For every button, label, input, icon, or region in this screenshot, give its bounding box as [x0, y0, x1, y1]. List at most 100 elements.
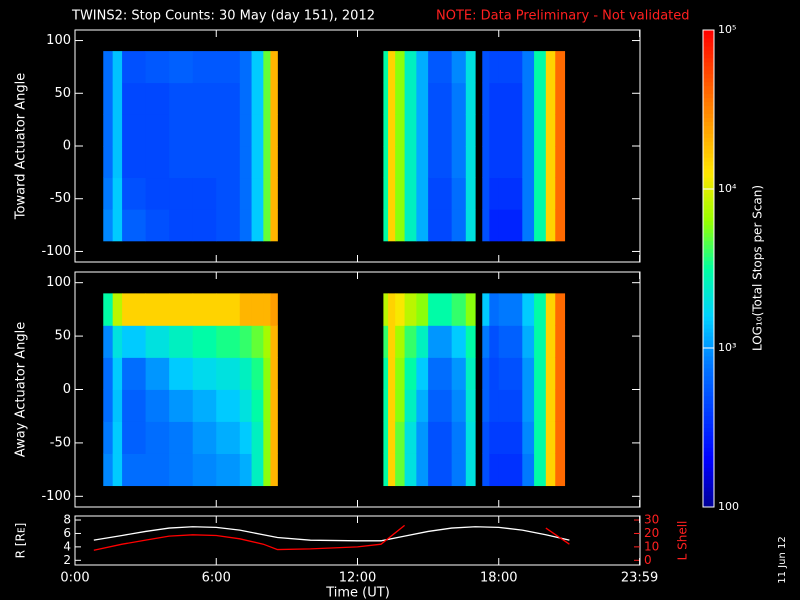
heatmap-cell — [428, 82, 453, 115]
heatmap-cell — [534, 51, 547, 84]
heatmap-cell — [451, 177, 467, 210]
colorbar-swatch — [703, 467, 714, 472]
colorbar-swatch — [703, 359, 714, 365]
y-tick-label: 100 — [46, 275, 71, 290]
heatmap-cell — [555, 453, 566, 487]
heatmap-cell — [395, 114, 405, 147]
heatmap-cell — [270, 209, 278, 242]
heatmap-cell — [383, 453, 389, 487]
heatmap-cell — [451, 293, 467, 326]
colorbar-swatch — [703, 340, 714, 345]
heatmap-cell — [395, 389, 405, 422]
colorbar-swatch — [703, 121, 714, 126]
heatmap-cell — [270, 51, 278, 84]
heatmap-cell — [555, 146, 566, 179]
heatmap-cell — [270, 453, 278, 487]
heatmap-cell — [112, 389, 123, 422]
heatmap-cell — [270, 293, 278, 326]
heatmap-cell — [534, 389, 547, 422]
heatmap-cell — [263, 177, 271, 210]
colorbar-swatch — [703, 169, 714, 174]
colorbar-swatch — [703, 113, 714, 118]
colorbar-swatch — [703, 292, 714, 297]
heatmap-cell — [555, 325, 566, 358]
heatmap-cell — [534, 293, 547, 326]
heatmap-cell — [122, 177, 147, 210]
colorbar-swatch — [703, 125, 714, 130]
heatmap-cell — [145, 293, 170, 326]
heatmap-cell — [465, 146, 476, 179]
heatmap-cell — [395, 421, 405, 454]
heatmap-cell — [169, 114, 194, 147]
colorbar-swatch — [703, 248, 714, 254]
y-tick-label: 2 — [63, 553, 71, 567]
heatmap-cell — [451, 146, 467, 179]
heatmap-cell — [404, 453, 417, 487]
colorbar-swatch — [703, 463, 714, 468]
heatmap-cell — [404, 209, 417, 242]
colorbar-swatch — [703, 459, 714, 464]
heatmap-cell — [112, 357, 123, 390]
heatmap-cell — [383, 293, 389, 326]
heatmap-cell — [416, 114, 429, 147]
colorbar-swatch — [703, 65, 714, 71]
heatmap-cell — [263, 325, 271, 358]
colorbar-swatch — [703, 264, 714, 269]
heatmap-cell — [489, 453, 500, 487]
x-tick-label: 0:00 — [60, 571, 89, 586]
y-tick-label: -100 — [41, 244, 71, 259]
heatmap-cell — [251, 82, 264, 115]
heatmap-cell — [465, 209, 476, 242]
heatmap-cell — [239, 453, 252, 487]
heatmap-cell — [489, 82, 500, 115]
heatmap-cell — [103, 146, 114, 179]
colorbar-swatch — [703, 276, 714, 281]
colorbar-swatch — [703, 212, 714, 218]
heatmap-cell — [451, 453, 467, 487]
heatmap-cell — [383, 389, 389, 422]
heatmap-cell — [482, 51, 490, 84]
colorbar-swatch — [703, 471, 714, 476]
colorbar-swatch — [703, 320, 714, 325]
heatmap-cell — [192, 421, 217, 454]
colorbar-swatch — [703, 49, 714, 55]
y-tick-label: -50 — [50, 435, 71, 450]
heatmap-cell — [270, 325, 278, 358]
heatmap-cell — [395, 146, 405, 179]
heatmap-cell — [522, 389, 535, 422]
heatmap-cell — [103, 389, 114, 422]
heatmap-cell — [451, 357, 467, 390]
heatmap-cell — [451, 325, 467, 358]
heatmap-cell — [263, 51, 271, 84]
heatmap-cell — [416, 389, 429, 422]
heatmap-cell — [122, 389, 147, 422]
heatmap-cell — [192, 146, 217, 179]
heatmap-cell — [428, 357, 453, 390]
colorbar-swatch — [703, 316, 714, 321]
heatmap-cell — [145, 146, 170, 179]
colorbar-swatch — [703, 383, 714, 389]
x-tick-label: 18:00 — [480, 571, 517, 586]
heatmap-cell — [404, 389, 417, 422]
heatmap-cell — [428, 114, 453, 147]
heatmap-cell — [465, 293, 476, 326]
heatmap-cell — [251, 209, 264, 242]
heatmap-cell — [239, 51, 252, 84]
heatmap-cell — [395, 357, 405, 390]
heatmap-cell — [216, 51, 241, 84]
heatmap-cell — [270, 114, 278, 147]
x-axis-label: Time (UT) — [325, 586, 390, 600]
heatmap-cell — [122, 453, 147, 487]
y-tick-label: 50 — [54, 86, 71, 101]
colorbar-swatch — [703, 89, 714, 95]
colorbar-swatch — [703, 475, 714, 480]
heatmap-cell — [169, 453, 194, 487]
colorbar-tick-label: 10³ — [718, 341, 736, 354]
heatmap-cell — [216, 357, 241, 390]
heatmap-cell — [239, 421, 252, 454]
colorbar-swatch — [703, 252, 714, 258]
colorbar-swatch — [703, 495, 714, 500]
heatmap-cell — [555, 421, 566, 454]
colorbar-swatch — [703, 308, 714, 313]
heatmap-cell — [216, 146, 241, 179]
